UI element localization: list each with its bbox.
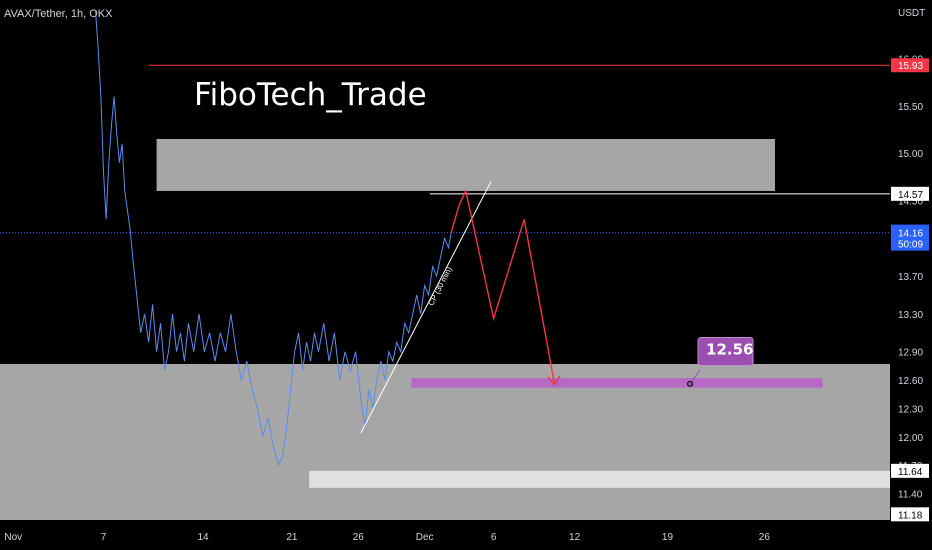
x-tick-label: 7 <box>101 532 107 543</box>
support-zone <box>0 364 890 520</box>
zones <box>0 138 890 520</box>
x-tick-label: 21 <box>286 532 298 543</box>
tag-low-text: 11.64 <box>898 467 923 478</box>
target-label-box <box>697 337 754 367</box>
watermark: FiboTech_Trade <box>194 77 427 113</box>
y-tick-label: 15.50 <box>898 102 923 113</box>
projection-path <box>450 188 556 385</box>
symbol-label: AVAX/Tether, 1h, OKX <box>4 8 113 20</box>
tag-low <box>891 463 929 478</box>
y-tick-label: 12.00 <box>898 433 923 444</box>
x-tick-label: 19 <box>662 532 674 543</box>
y-tick-label: 13.70 <box>898 272 923 283</box>
x-tick-label: 12 <box>569 532 581 543</box>
target-label-text: 12.56 <box>706 341 753 359</box>
x-tick-label: Dec <box>416 532 434 543</box>
y-tick-label: 11.40 <box>898 490 923 501</box>
trendline <box>360 181 492 434</box>
x-tick-label: 26 <box>353 532 365 543</box>
tag-bottom-text: 11.18 <box>898 510 923 521</box>
tag-current <box>891 224 929 251</box>
tag-high <box>891 58 929 73</box>
x-tick-label: 6 <box>491 532 497 543</box>
tag-resistance-text: 14.57 <box>898 190 923 201</box>
target-anchor-icon <box>687 380 694 387</box>
tag-bottom <box>891 507 929 522</box>
price-series-line <box>95 11 452 467</box>
x-tick-label: 14 <box>197 532 209 543</box>
y-tick-label: 14.50 <box>898 196 923 207</box>
arrowhead-icon <box>547 375 561 387</box>
tag-current-text: 14.16 <box>898 229 923 240</box>
y-tick-label: 12.90 <box>898 348 923 359</box>
tag-countdown-text: 50:09 <box>898 240 923 251</box>
resistance-zone <box>156 138 775 191</box>
symbol-info: AVAX/Tether, 1h, OKX <box>4 8 113 20</box>
x-tick-label: 26 <box>759 532 771 543</box>
time-axis[interactable]: Nov 7 14 21 26 Dec 6 12 19 26 <box>4 532 770 543</box>
low-zone <box>309 470 890 488</box>
horizontal-levels <box>0 64 890 234</box>
currency-label: USDT <box>898 8 925 19</box>
target-callout: 12.56 <box>687 337 754 387</box>
price-tags: 15.93 14.57 14.16 50:09 11.64 11.18 <box>891 58 929 522</box>
tag-high-text: 15.93 <box>898 61 923 72</box>
x-tick-label: Nov <box>4 532 22 543</box>
target-band <box>411 378 823 388</box>
y-tick-label: 13.30 <box>898 310 923 321</box>
y-tick-label: 12.30 <box>898 404 923 415</box>
y-tick-label: 15.00 <box>898 149 923 160</box>
y-tick-label: 12.60 <box>898 376 923 387</box>
tag-resistance <box>891 186 929 201</box>
